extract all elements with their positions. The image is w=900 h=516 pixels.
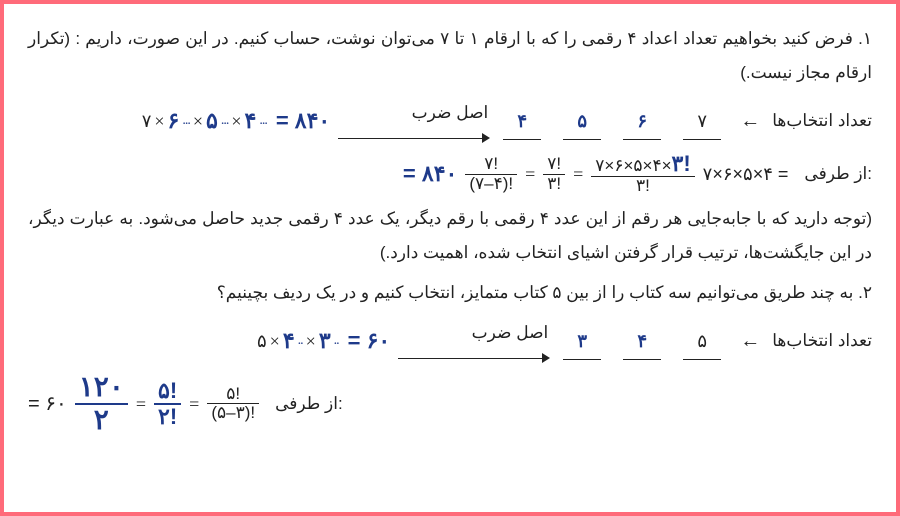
factor-chain-1: ۷×۶×۵×۴ =: [703, 156, 789, 192]
v1a: ۶: [168, 99, 180, 143]
slot-p1-1: ۶: [623, 103, 661, 140]
g1d: (۵–۳)!: [207, 404, 259, 423]
frac-p1-3: ۷! (۷–۴)!: [465, 155, 517, 193]
side-label-1: :از طرفی: [804, 157, 872, 191]
f3n: ۷!: [480, 155, 502, 174]
principle-label-1: اصل ضرب: [412, 96, 489, 130]
result2-p1: = ۸۴۰: [403, 152, 457, 196]
problem2-row1: تعداد انتخاب‌ها ← ۵ ۴ ۳ اصل ضرب ۵ ×۴.. ×…: [28, 316, 872, 366]
f1n: ۷×۶×۵×۴×: [595, 156, 671, 175]
long-arrow-icon-2: [398, 350, 548, 366]
problem1-note: (توجه دارید که با جابه‌جایی هر رقم از ای…: [28, 202, 872, 270]
calc-p2: ۵ ×۴.. ×۳.. = ۶۰: [257, 319, 390, 363]
slot-p2-0: ۵: [683, 323, 721, 360]
v1b: ۵: [206, 99, 218, 143]
problem1-row1: تعداد انتخاب‌ها ← ۷ ۶ ۵ ۴ اصل ضرب ۷ ×۶..…: [28, 96, 872, 146]
result-p1: = ۸۴۰: [276, 99, 330, 143]
frac-p2-2: ۵! ۲!: [154, 379, 181, 429]
g3n: ۱۲۰: [75, 372, 128, 403]
arrow-icon: ←: [740, 101, 760, 141]
f2d: ۳!: [543, 175, 565, 194]
calc-prefix-1: ۷: [142, 103, 152, 139]
problem2-text: ۲. به چند طریق می‌توانیم سه کتاب را از ب…: [28, 276, 872, 310]
calc-prefix-2: ۵: [257, 323, 267, 359]
g2n: ۵!: [154, 379, 181, 403]
frac-p2-3: ۱۲۰ ۲: [75, 372, 128, 436]
g1n: ۵!: [222, 385, 244, 404]
slot-p2-1: ۴: [623, 323, 661, 360]
calc-p1: ۷ ×۶... ×۵... ×۴... = ۸۴۰: [142, 99, 331, 143]
frac-p1-2: ۷! ۳!: [543, 155, 565, 193]
problem1-row2: :از طرفی ۷×۶×۵×۴ = ۷×۶×۵×۴×۳! ۳! = ۷! ۳!…: [28, 152, 872, 196]
g2d: ۲!: [154, 405, 181, 429]
v1c: ۴: [244, 99, 256, 143]
long-arrow-icon: [338, 130, 488, 146]
choices-label-1: تعداد انتخاب‌ها: [772, 104, 872, 138]
f2n: ۷!: [543, 155, 565, 174]
f1n-navy: ۳!: [672, 151, 691, 176]
arrow-icon-2: ←: [740, 321, 760, 361]
result-p2: = ۶۰: [348, 319, 391, 363]
slot-p1-3: ۴: [503, 103, 541, 140]
problem2-row2: :از طرفی ۵! (۵–۳)! = ۵! ۲! = ۱۲۰ ۲ = ۶۰: [28, 372, 872, 436]
result2-p2: = ۶۰: [28, 384, 67, 424]
slot-p2-2: ۳: [563, 323, 601, 360]
v2b: ۳: [319, 319, 331, 363]
problem1-text: ۱. فرض کنید بخواهیم تعداد اعداد ۴ رقمی ر…: [28, 22, 872, 90]
slot-p1-2: ۵: [563, 103, 601, 140]
frac-p1-1: ۷×۶×۵×۴×۳! ۳!: [591, 152, 694, 196]
frac-p2-1: ۵! (۵–۳)!: [207, 385, 259, 423]
principle-label-2: اصل ضرب: [472, 316, 549, 350]
slot-p1-0: ۷: [683, 103, 721, 140]
g3d: ۲: [90, 405, 113, 436]
f1d: ۳!: [632, 177, 654, 196]
choices-label-2: تعداد انتخاب‌ها: [772, 324, 872, 358]
f3d: (۷–۴)!: [465, 175, 517, 194]
side-label-2: :از طرفی: [275, 387, 343, 421]
v2a: ۴: [283, 319, 295, 363]
